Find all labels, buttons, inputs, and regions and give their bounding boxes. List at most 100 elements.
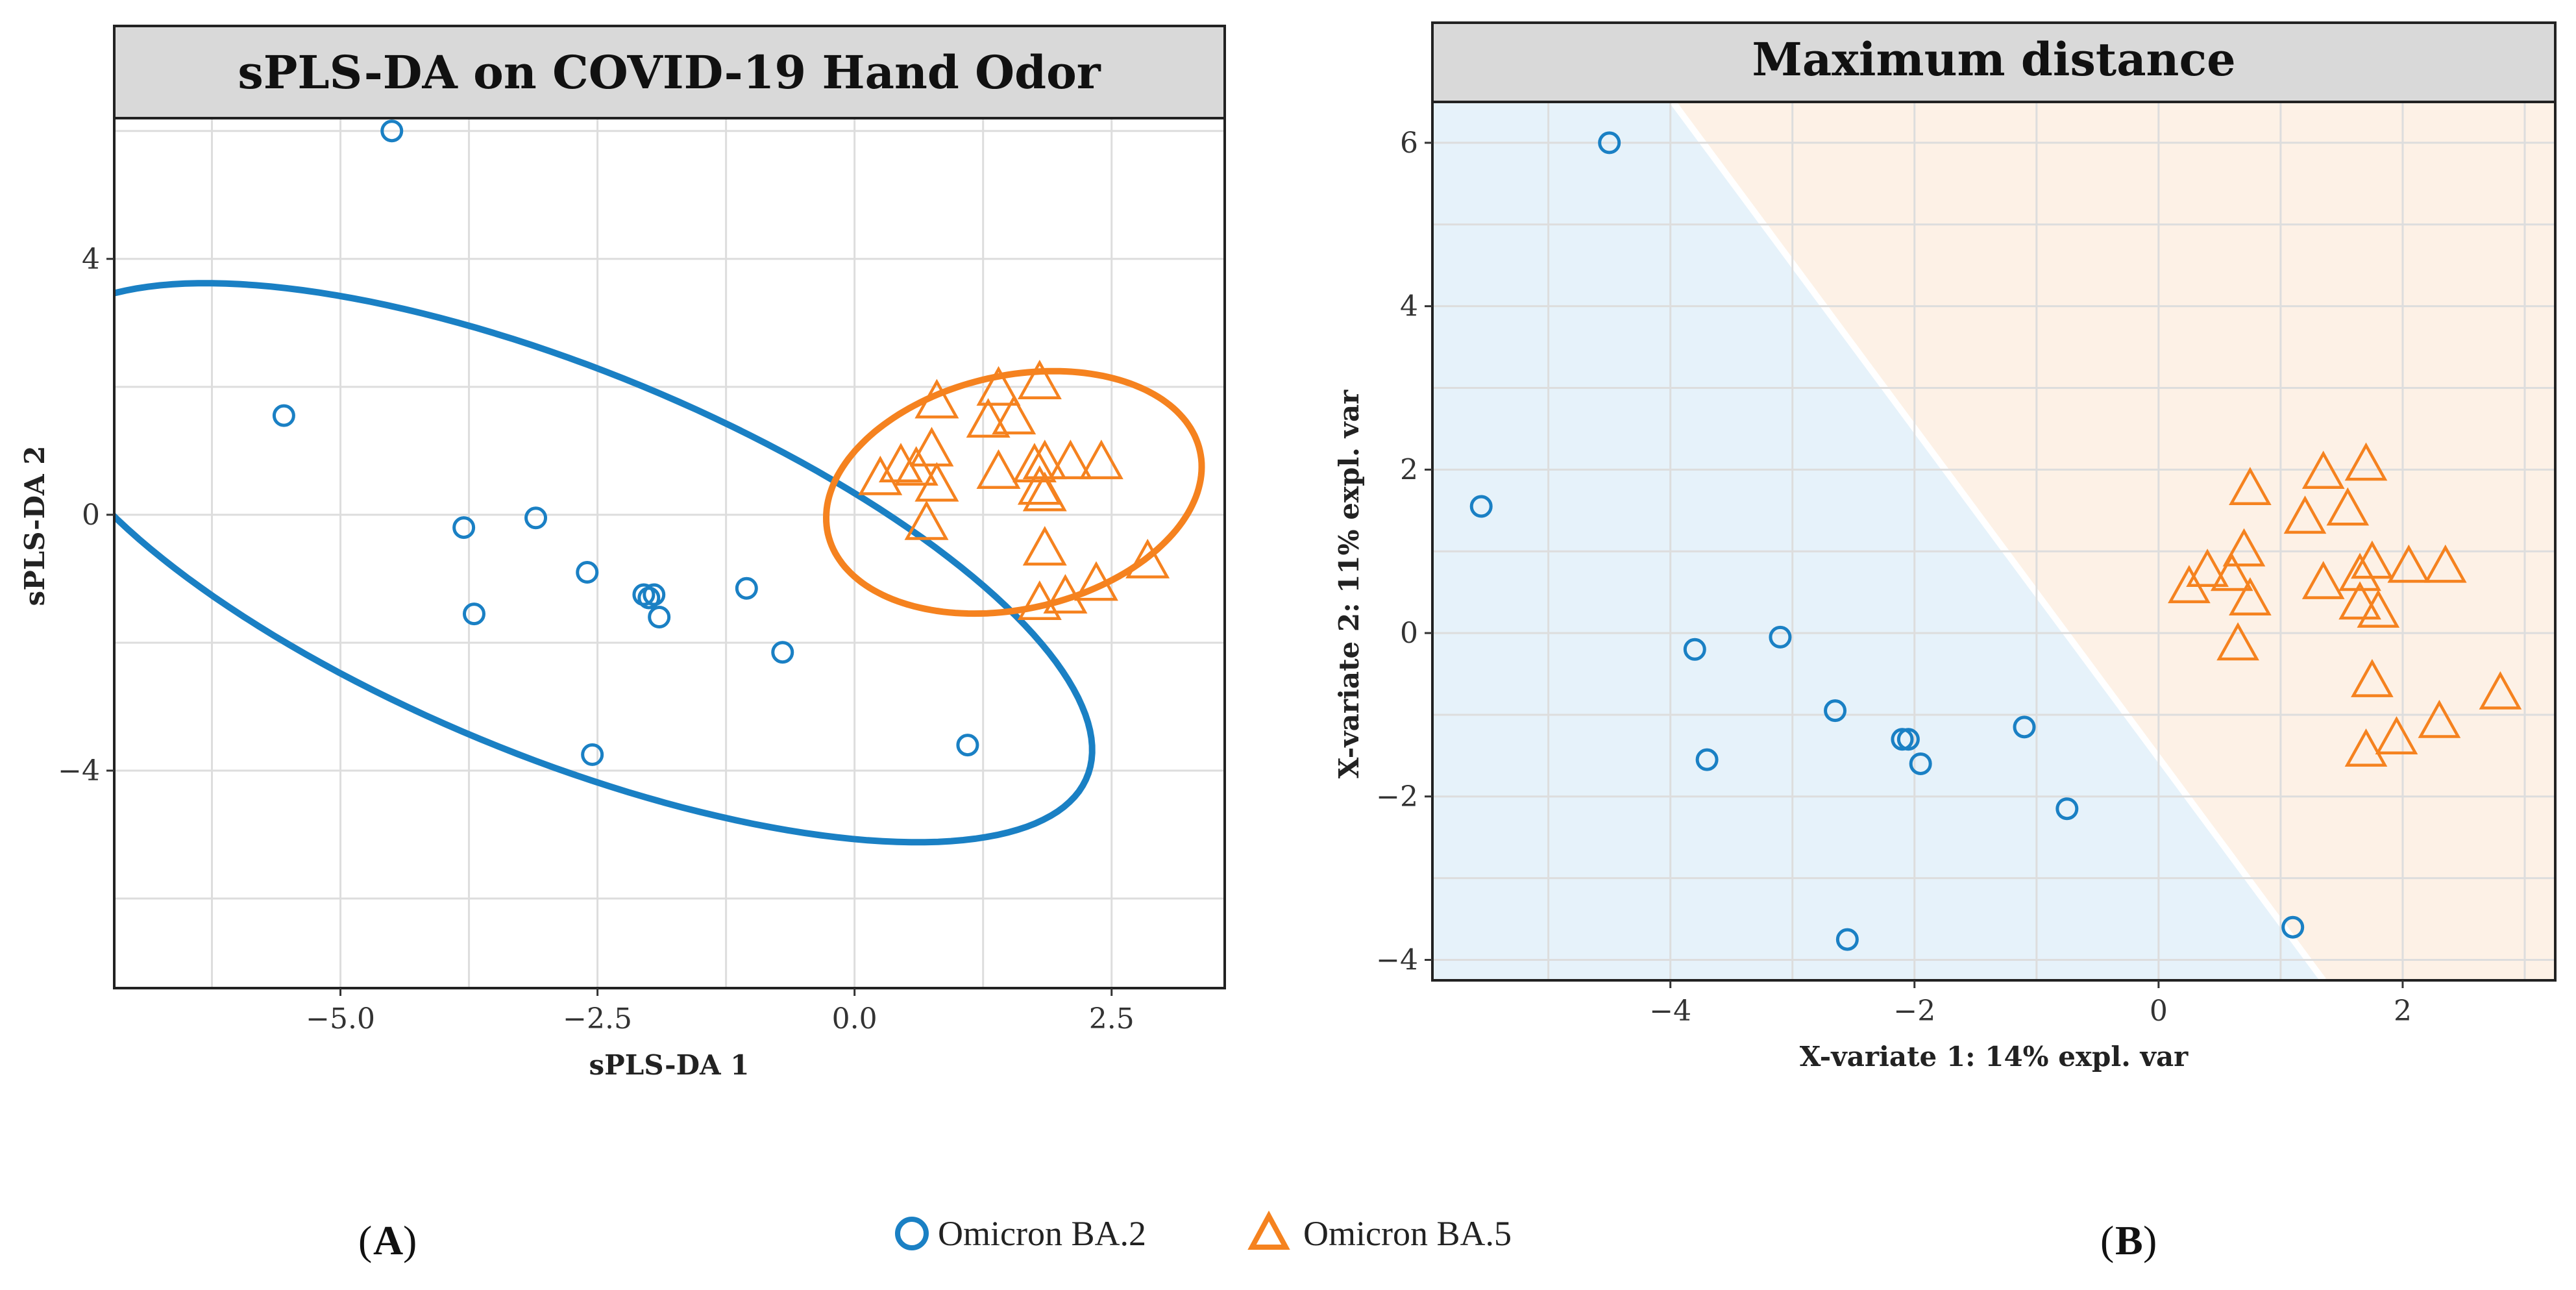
ba2-data-point [581, 743, 604, 766]
y-tick-label: 6 [1400, 127, 1418, 160]
ba2-data-point [648, 606, 671, 629]
ba5-confidence-ellipse [822, 367, 1205, 617]
panel-b-title-bar [1431, 21, 2557, 103]
panel-a-plot-background [114, 118, 1225, 988]
y-tick-label: 4 [82, 243, 100, 276]
ba5-data-point [2229, 467, 2272, 506]
ba5-data-point [1022, 526, 1067, 566]
ba2-data-point [452, 516, 476, 540]
legend: Omicron BA.2 Omicron BA.5 [895, 1210, 1512, 1253]
ba2-data-point [735, 577, 758, 600]
ba2-data-point [643, 583, 666, 606]
y-tick-label: 0 [1400, 617, 1418, 650]
ba2-confidence-ellipse [114, 280, 1096, 846]
ba5-data-point [2375, 716, 2418, 754]
ba5-data-point [2301, 560, 2345, 599]
ba5-data-point [2357, 589, 2400, 628]
panel-b-y-axis-label: X-variate 2: 11% expl. var [1333, 390, 1365, 778]
ba5-data-point [914, 462, 959, 502]
ba5-data-point [914, 378, 959, 419]
ba2-data-point [1909, 752, 1932, 775]
ba5-data-point [2338, 581, 2381, 620]
y-tick-label: −4 [58, 754, 100, 788]
ba2-data-point [1598, 131, 1621, 155]
ba2-data-point [2281, 915, 2305, 939]
x-tick-label: 2.5 [1089, 1002, 1135, 1036]
panel-a-y-axis-label: sPLS-DA 2 [19, 446, 51, 606]
ba5-data-point [1043, 574, 1088, 614]
ba2-data-point [576, 561, 599, 584]
ba2-data-point [462, 602, 485, 626]
y-tick-label: 4 [1400, 290, 1418, 323]
x-tick-label: 2 [2394, 995, 2412, 1028]
panel-b-decision-regions [1432, 102, 2555, 980]
svg-text:(: ( [358, 1217, 372, 1263]
ba5-data-point [1079, 440, 1123, 480]
ba2-data-point [2013, 715, 2036, 739]
ba5-data-point [2168, 565, 2211, 604]
ba5-data-point [2186, 549, 2229, 587]
svg-text:(: ( [2100, 1217, 2114, 1263]
ba5-data-point [2387, 544, 2431, 583]
x-tick-label: −4 [1649, 995, 1691, 1028]
ba5-data-point [1017, 360, 1062, 399]
ba5-data-point [2479, 671, 2522, 710]
ba2-data-point [2055, 797, 2079, 821]
ba5-data-point [2326, 487, 2370, 526]
x-tick-label: −2.5 [563, 1002, 632, 1036]
region-ba2-background [1432, 102, 2324, 980]
ba5-data-point [909, 427, 954, 467]
ba5-data-point [2344, 442, 2388, 481]
x-tick-label: −2 [1893, 995, 1935, 1028]
panel-a-title: sPLS-DA on COVID-19 Hand Odor [238, 45, 1101, 99]
svg-text:): ) [2143, 1217, 2157, 1263]
legend-ba2-label: Omicron BA.2 [938, 1214, 1146, 1253]
ba5-data-point [2210, 552, 2253, 591]
panel-a-axis-ticks: −5.0 −2.5 0.0 2.5 4 0 −4 [58, 243, 1135, 1036]
panel-b-x-axis-label: X-variate 1: 14% expl. var [1800, 1041, 2189, 1073]
ba5-data-point [2229, 577, 2272, 615]
ba2-data-point [380, 119, 404, 143]
ba5-data-point [2301, 451, 2345, 489]
ba5-data-point [976, 366, 1021, 406]
ba5-data-point [2418, 699, 2461, 738]
ba5-data-point [1048, 440, 1093, 480]
panel-a-title-bar [113, 25, 1226, 119]
ba5-data-point [976, 449, 1021, 489]
x-tick-label: 0 [2150, 995, 2168, 1028]
panel-b-title: Maximum distance [1752, 32, 2235, 86]
ba5-data-point [2351, 658, 2394, 697]
ba5-data-point [2283, 495, 2327, 534]
y-tick-label: 2 [1400, 453, 1418, 486]
svg-text:): ) [403, 1217, 417, 1263]
ba2-data-point [771, 641, 794, 664]
panel-letter-a: ( A ) [358, 1217, 417, 1263]
circle-marker-icon [895, 1217, 929, 1250]
ba5-data-point [2222, 528, 2266, 567]
ba5-data-point [2338, 552, 2381, 591]
ba5-data-point [904, 500, 949, 540]
ba2-data-point [1891, 728, 1914, 751]
ba5-data-point [992, 395, 1037, 435]
ba5-data-point [894, 446, 938, 486]
ba5-data-point [1012, 443, 1057, 483]
ba2-data-point [272, 404, 295, 427]
ba5-data-point [2344, 728, 2388, 767]
panel-b-axis-ticks: −4 −2 0 2 6 4 2 0 −2 −4 [1376, 127, 2412, 1028]
ba5-data-point [966, 398, 1011, 438]
panel-a-points [272, 119, 1170, 766]
ba2-data-point [1683, 638, 1706, 661]
panel-letter-b-text: B [2115, 1217, 2143, 1263]
x-tick-label: 0.0 [832, 1002, 877, 1036]
y-tick-label: −4 [1376, 944, 1418, 977]
ba5-data-point [2423, 544, 2467, 583]
ba2-data-point [1469, 495, 1493, 518]
triangle-marker-icon [1247, 1210, 1290, 1250]
decision-boundary-line [1670, 102, 2326, 980]
panel-b-chart: Maximum distance −4 −2 0 2 6 4 2 0 −2 −4 X-variat… [1333, 21, 2557, 1073]
y-tick-label: 0 [82, 499, 100, 532]
panel-a-chart: sPLS-DA on COVID-19 Hand Odor −5.0 −2.5 0.… [19, 25, 1226, 1081]
ba2-data-point [1769, 625, 1792, 649]
